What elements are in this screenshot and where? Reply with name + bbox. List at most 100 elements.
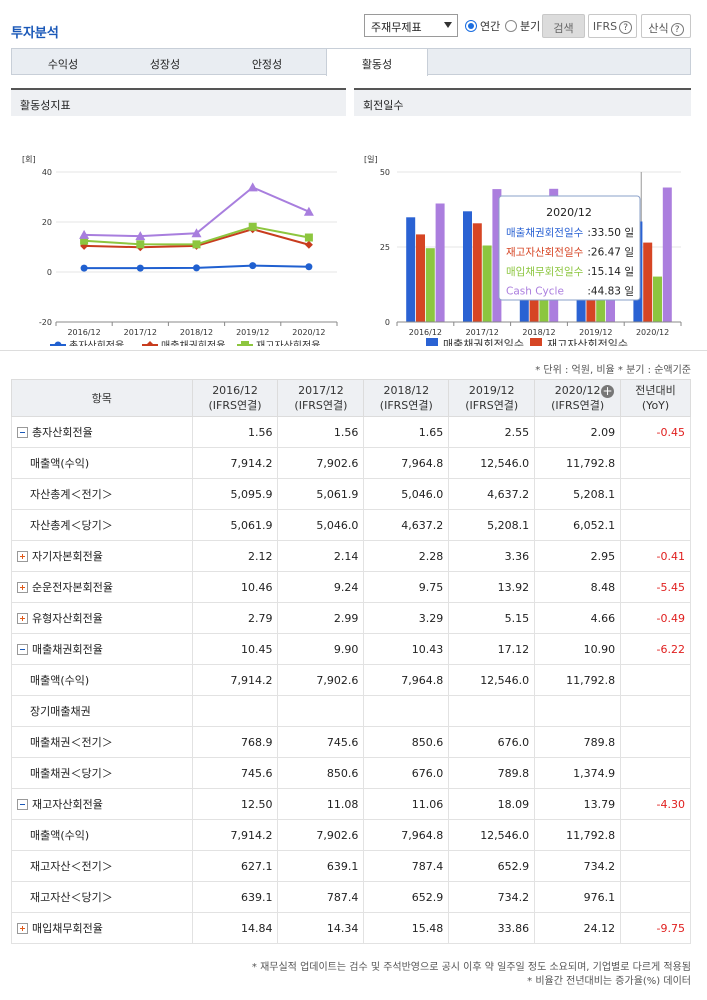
radio-quarter-label: 분기 bbox=[520, 20, 541, 33]
value-cell: 7,914.2 bbox=[191, 664, 279, 696]
tab-stability[interactable]: 안정성 bbox=[251, 58, 283, 71]
row-label-cell[interactable]: 재고자산회전율 bbox=[11, 788, 193, 820]
value-cell: 11,792.8 bbox=[534, 447, 622, 479]
expand-icon[interactable] bbox=[17, 582, 28, 593]
add-column-icon[interactable]: + bbox=[601, 384, 615, 398]
value-cell: 627.1 bbox=[191, 850, 279, 882]
legend-label[interactable]: 재고자산회전율 bbox=[256, 340, 320, 346]
bar[interactable] bbox=[416, 234, 425, 322]
data-point[interactable] bbox=[191, 228, 202, 238]
data-point[interactable] bbox=[192, 240, 201, 249]
value-cell: 7,902.6 bbox=[277, 447, 365, 479]
row-label: 재고자산회전율 bbox=[32, 798, 103, 811]
data-point[interactable] bbox=[249, 262, 257, 270]
bar[interactable] bbox=[425, 248, 435, 322]
data-point[interactable] bbox=[79, 229, 90, 239]
search-button[interactable]: 검색 bbox=[542, 14, 585, 38]
value-cell: 13.79 bbox=[534, 788, 622, 820]
bar[interactable] bbox=[653, 276, 662, 322]
row-label-cell: 매출액(수익) bbox=[11, 447, 193, 479]
row-label: 자산총계＜당기＞ bbox=[30, 519, 113, 532]
value-cell: 2.95 bbox=[534, 540, 622, 572]
value-cell: 5,095.9 bbox=[191, 478, 279, 510]
x-tick-label: 2020/12 bbox=[292, 328, 325, 337]
expand-icon[interactable] bbox=[17, 551, 28, 562]
value-cell: 11,792.8 bbox=[534, 819, 622, 851]
value-cell bbox=[191, 695, 279, 727]
value-cell: 7,902.6 bbox=[277, 664, 365, 696]
data-point[interactable] bbox=[304, 233, 313, 242]
formula-button[interactable]: 산식? bbox=[641, 14, 691, 38]
ifrs-button[interactable]: IFRS? bbox=[588, 14, 637, 38]
statement-select[interactable]: 주재무제표 bbox=[364, 14, 458, 37]
column-header-period: 2017/12 (IFRS연결) bbox=[277, 379, 365, 417]
legend-label[interactable]: 매출채권회전일수 bbox=[443, 337, 524, 346]
value-cell: 12,546.0 bbox=[448, 819, 536, 851]
collapse-icon[interactable] bbox=[17, 427, 28, 438]
y-unit-label: [회] bbox=[22, 155, 36, 164]
row-label: 매출액(수익) bbox=[30, 829, 90, 842]
bar[interactable] bbox=[435, 203, 445, 323]
bar[interactable] bbox=[463, 211, 472, 322]
value-cell: 850.6 bbox=[363, 726, 450, 758]
value-cell: 652.9 bbox=[448, 850, 536, 882]
value-cell: 639.1 bbox=[277, 850, 365, 882]
bar[interactable] bbox=[643, 242, 653, 322]
table-row: 재고자산＜당기＞ 639.1 787.4 652.9 734.2 976.1 bbox=[11, 881, 691, 913]
row-label-cell[interactable]: 자기자본회전율 bbox=[11, 540, 193, 572]
data-point[interactable] bbox=[304, 240, 313, 249]
row-label: 순운전자본회전율 bbox=[32, 581, 113, 594]
tab-activity[interactable]: 활동성 bbox=[326, 49, 428, 76]
data-point[interactable] bbox=[136, 264, 144, 272]
collapse-icon[interactable] bbox=[17, 799, 28, 810]
row-label-cell[interactable]: 매출채권회전율 bbox=[11, 633, 193, 665]
data-point[interactable] bbox=[80, 264, 88, 272]
row-label-cell[interactable]: 유형자산회전율 bbox=[11, 602, 193, 634]
data-point[interactable] bbox=[135, 231, 146, 241]
value-cell: 976.1 bbox=[534, 881, 622, 913]
legend-label[interactable]: 매출채권회전율 bbox=[161, 340, 225, 346]
tab-profitability[interactable]: 수익성 bbox=[47, 58, 79, 71]
table-row: 매출채권＜당기＞ 745.6 850.6 676.0 789.8 1,374.9 bbox=[11, 757, 691, 789]
row-label-cell[interactable]: 매입채무회전율 bbox=[11, 912, 193, 944]
table-row: 매출액(수익) 7,914.2 7,902.6 7,964.8 12,546.0 11,7… bbox=[11, 664, 691, 696]
bar[interactable] bbox=[662, 187, 672, 322]
value-cell bbox=[363, 695, 450, 727]
row-label-cell: 장기매출채권 bbox=[11, 695, 193, 727]
legend-label[interactable]: 재고자산회전일수 bbox=[547, 337, 628, 346]
bar[interactable] bbox=[472, 223, 482, 322]
bar[interactable] bbox=[482, 245, 492, 323]
section-divider bbox=[0, 350, 707, 351]
row-label-cell[interactable]: 순운전자본회전율 bbox=[11, 571, 193, 603]
data-point[interactable] bbox=[193, 264, 200, 272]
yoy-cell: -0.49 bbox=[620, 602, 691, 634]
tooltip-row-label: Cash Cycle bbox=[506, 286, 564, 298]
radio-quarter[interactable]: 분기 bbox=[505, 18, 540, 34]
row-label-cell[interactable]: 총자산회전율 bbox=[11, 416, 193, 448]
data-point[interactable] bbox=[247, 182, 258, 192]
expand-icon[interactable] bbox=[17, 923, 28, 934]
value-cell: 745.6 bbox=[277, 726, 365, 758]
collapse-icon[interactable] bbox=[17, 644, 28, 655]
bar[interactable] bbox=[406, 217, 416, 322]
data-point[interactable] bbox=[80, 236, 89, 245]
value-cell: 7,964.8 bbox=[363, 664, 450, 696]
value-cell: 2.12 bbox=[191, 540, 279, 572]
bar[interactable] bbox=[492, 189, 502, 322]
tab-growth[interactable]: 성장성 bbox=[149, 58, 181, 71]
table-row: 매출액(수익) 7,914.2 7,902.6 7,964.8 12,546.0 11,7… bbox=[11, 819, 691, 851]
bar[interactable] bbox=[596, 289, 606, 322]
value-cell: 9.75 bbox=[363, 571, 450, 603]
data-point[interactable] bbox=[248, 222, 257, 231]
data-point[interactable] bbox=[303, 206, 314, 216]
value-cell: 24.12 bbox=[534, 912, 622, 944]
data-point[interactable] bbox=[136, 240, 145, 249]
data-point[interactable] bbox=[305, 263, 313, 271]
radio-annual[interactable]: 연간 bbox=[465, 18, 500, 34]
legend-label[interactable]: 총자산회전율 bbox=[69, 340, 124, 346]
value-cell: 652.9 bbox=[363, 881, 450, 913]
table-row: 재고자산회전율 12.50 11.08 11.06 18.09 13.79 -4.30 bbox=[11, 788, 691, 820]
value-cell: 2.55 bbox=[448, 416, 536, 448]
expand-icon[interactable] bbox=[17, 613, 28, 624]
row-label: 매출채권＜당기＞ bbox=[30, 767, 113, 780]
